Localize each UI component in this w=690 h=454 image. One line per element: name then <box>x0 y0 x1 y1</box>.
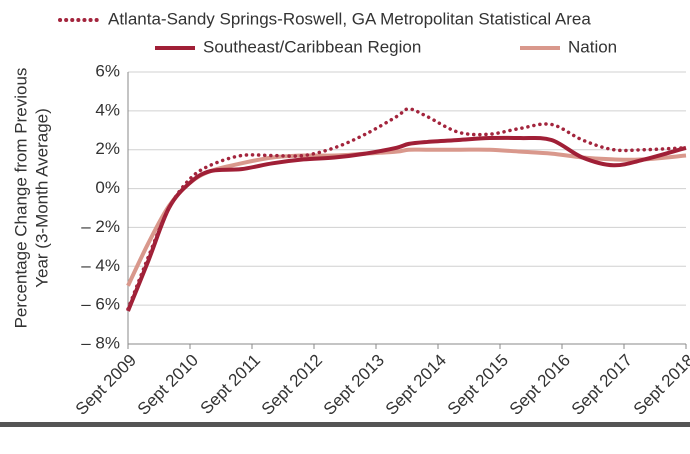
y-tick-label: 6% <box>95 61 120 80</box>
series-line <box>126 135 687 312</box>
y-tick-label: – 8% <box>81 333 120 352</box>
legend-label: Southeast/Caribbean Region <box>203 37 421 56</box>
x-tick-label: Sept 2011 <box>197 351 264 418</box>
x-tick-label: Sept 2012 <box>258 351 326 419</box>
legend-label: Nation <box>568 37 617 56</box>
x-tick-label: Sept 2013 <box>320 351 388 419</box>
x-tick-label: Sept 2018 <box>630 351 690 419</box>
y-tick-label: – 6% <box>81 295 120 314</box>
x-tick-label: Sept 2010 <box>134 351 202 419</box>
legend-label: Atlanta-Sandy Springs-Roswell, GA Metrop… <box>108 9 591 28</box>
x-tick-label: Sept 2017 <box>568 351 636 419</box>
x-tick-label: Sept 2015 <box>444 351 512 419</box>
x-tick-label: Sept 2016 <box>506 351 574 419</box>
y-axis-title: Percentage Change from Previous Year (3-M… <box>11 68 51 329</box>
y-tick-label: – 4% <box>81 256 120 275</box>
y-tick-label: 2% <box>95 139 120 158</box>
series-line <box>126 107 688 311</box>
y-tick-label: 4% <box>95 100 120 119</box>
y-tick-label: 0% <box>95 178 120 197</box>
bottom-rule <box>0 422 690 427</box>
x-tick-label: Sept 2014 <box>382 351 450 419</box>
y-axis-title-line: Year (3-Month Average) <box>32 108 51 288</box>
y-tick-label: – 2% <box>81 217 120 236</box>
y-axis-title-line: Percentage Change from Previous <box>11 68 30 329</box>
x-tick-label: Sept 2009 <box>72 351 140 419</box>
